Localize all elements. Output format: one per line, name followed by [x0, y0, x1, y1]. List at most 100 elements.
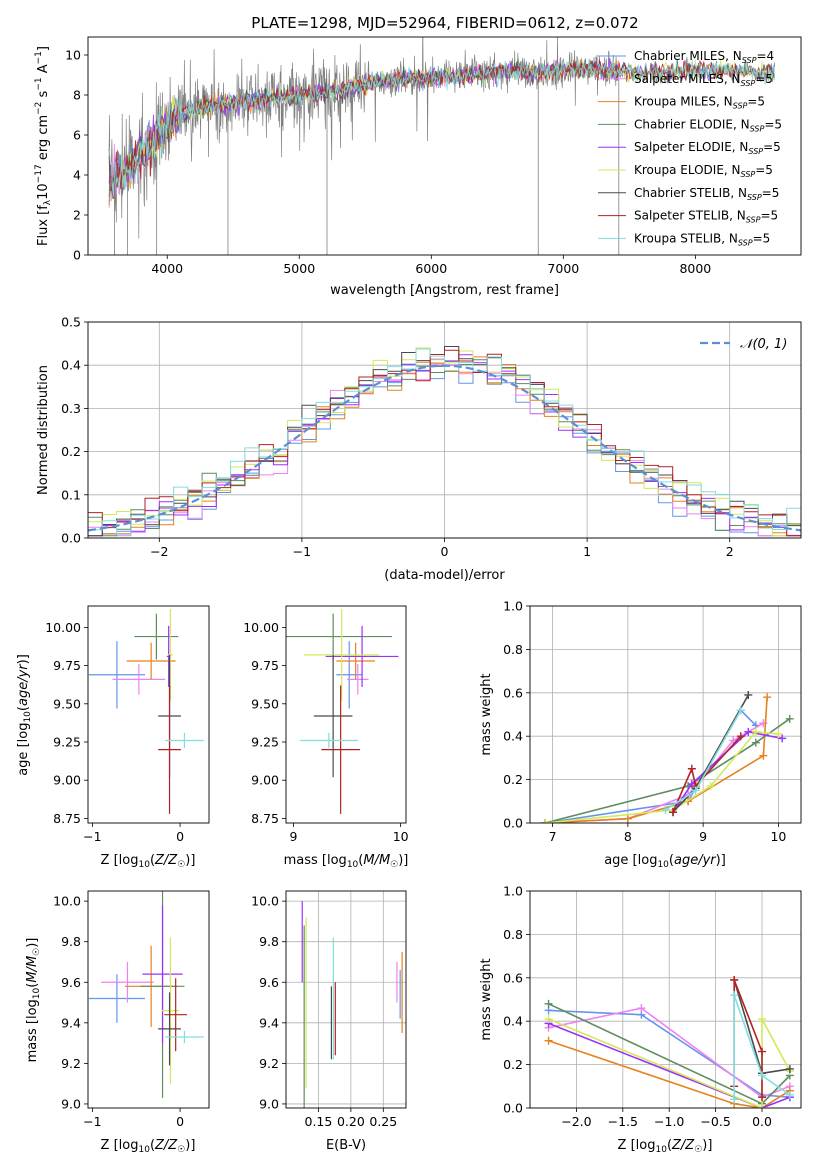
- y-tick-label: 1.0: [503, 884, 523, 899]
- x-tick-label: −0.5: [700, 1114, 730, 1129]
- weight-marker: [661, 805, 670, 814]
- errorbar-point: [158, 992, 181, 1066]
- mass-vs-EBV-panel: 0.15 0.20 0.25 9.0 9.2 9.4 9.6 9.8 10.0 E(B-V): [251, 890, 407, 1153]
- y-tick-label: 9.2: [259, 1056, 279, 1071]
- weight-marker: [744, 727, 753, 736]
- y-tick-label: 10.0: [251, 894, 279, 909]
- x-tick-label: 5000: [283, 261, 315, 276]
- x-tick-label: 10: [770, 829, 786, 844]
- errorbar-point: [165, 1030, 204, 1044]
- errorbar-point: [164, 978, 188, 1052]
- errorbar-plot-area: [88, 891, 204, 1098]
- y-tick-label: 0.6: [503, 685, 523, 700]
- x-tick-label: 0.25: [369, 1114, 397, 1129]
- y-tick-label: 0.4: [61, 358, 81, 373]
- errorbar-point: [101, 961, 154, 1003]
- weight-marker: [758, 1093, 767, 1102]
- y-tick-label: 9.0: [259, 1096, 279, 1111]
- y-tick-label: 9.4: [259, 1015, 279, 1030]
- x-axis-label: E(B-V): [326, 1138, 366, 1153]
- errorbar-point: [347, 664, 369, 695]
- x-axis-label: (data-model)/error: [384, 568, 505, 583]
- y-tick-label: 9.50: [53, 696, 81, 711]
- figure-title: PLATE=1298, MJD=52964, FIBERID=0612, z=0…: [251, 14, 638, 32]
- x-tick-label: 1: [583, 544, 591, 559]
- y-tick-label: 10.0: [53, 894, 81, 909]
- weight-marker: [544, 1015, 553, 1024]
- x-tick-label: −2: [150, 544, 168, 559]
- axes-frame: [87, 605, 210, 824]
- errorbar-point: [336, 642, 375, 680]
- y-tick-label: 9.6: [259, 975, 279, 990]
- histogram-plot-area: [88, 346, 801, 537]
- errorbar-point: [165, 732, 204, 749]
- weight-marker: [736, 706, 745, 715]
- x-axis-label: Z [log10(Z/Z☉)]: [101, 853, 196, 870]
- axes-frame: [87, 36, 802, 256]
- weight-marker: [758, 1071, 767, 1080]
- weight-marker: [730, 975, 739, 984]
- axes-frame: [285, 605, 407, 824]
- y-tick-label: 9.4: [61, 1015, 81, 1030]
- y-tick-label: 9.6: [61, 975, 81, 990]
- weight-series-line: [548, 1039, 791, 1108]
- weight-marker: [751, 727, 760, 736]
- y-tick-label: 4: [73, 168, 81, 183]
- weight-marker: [785, 1064, 794, 1073]
- spectrum-panel: 4000 5000 6000 7000 8000 0 2 4 6 8 10 Chabrier MILE…: [34, 36, 802, 298]
- weight-series-line: [545, 722, 764, 823]
- model-fit-line: [108, 60, 776, 192]
- legend-label: Kroupa STELIB, NSSP=5: [634, 231, 770, 247]
- axes-frame: [87, 321, 802, 539]
- weight-marker: [758, 1047, 767, 1056]
- errorbar-point: [142, 905, 183, 1044]
- mass-vs-Z-panel: −1 0 9.0 9.2 9.4 9.6 9.8 10.0 Z [log10(Z/Z☉)] mas…: [25, 890, 210, 1155]
- errorbar-point: [304, 609, 380, 701]
- x-tick-label: 7000: [547, 261, 579, 276]
- errorbar-point: [321, 685, 360, 814]
- weight-plot-area: [541, 690, 794, 823]
- y-axis-label: Flux [fλ10−17 erg cm−2 s−1 A−1]: [34, 46, 53, 246]
- residual-histogram-panel: −2 −1 0 1 2 0.0 0.1 0.2 0.3 0.4 0.5 𝒩(0, 1) (data-mo…: [36, 315, 802, 583]
- weight-marker: [751, 738, 760, 747]
- y-tick-label: 9.50: [251, 696, 279, 711]
- y-tick-label: 9.00: [53, 773, 81, 788]
- y-axis-label: mass [log10(M/M☉)]: [25, 938, 42, 1063]
- x-tick-label: 10: [393, 829, 409, 844]
- weight-marker: [544, 1036, 553, 1045]
- weight-series-line: [672, 735, 742, 813]
- x-axis-label: wavelength [Angstrom, rest frame]: [330, 283, 559, 298]
- y-tick-label: 0.1: [61, 487, 81, 502]
- y-tick-label: 0.0: [61, 531, 81, 546]
- weight-marker: [759, 751, 768, 760]
- x-tick-label: −1.5: [608, 1114, 638, 1129]
- weight-marker: [744, 690, 753, 699]
- observed-spectrum-line: [108, 37, 619, 239]
- legend-label: Salpeter ELODIE, NSSP=5: [634, 140, 781, 156]
- weight-series-line: [548, 1022, 791, 1108]
- y-tick-label: 9.75: [53, 658, 81, 673]
- x-tick-label: 0.0: [752, 1114, 772, 1129]
- y-tick-label: 2: [73, 208, 81, 223]
- weight-marker: [758, 1104, 767, 1108]
- weight-marker: [541, 819, 550, 823]
- y-axis-label: Normed distribution: [36, 365, 51, 495]
- errorbar-point: [299, 732, 358, 749]
- errorbar-point: [134, 613, 179, 660]
- y-tick-label: 9.25: [251, 735, 279, 750]
- y-tick-label: 9.75: [251, 658, 279, 673]
- weight-plot-area: [544, 975, 794, 1108]
- legend-label: Salpeter MILES, NSSP=5: [634, 72, 773, 88]
- y-tick-label: 0.5: [61, 315, 81, 330]
- x-tick-label: 0.15: [305, 1114, 333, 1129]
- weight-marker: [785, 714, 794, 723]
- x-axis-label: Z [log10(Z/Z☉)]: [101, 1138, 196, 1155]
- y-tick-label: 10: [65, 48, 81, 63]
- y-tick-label: 8.75: [251, 811, 279, 826]
- errorbar-plot-area: [286, 609, 399, 814]
- x-tick-label: 9: [699, 829, 707, 844]
- weight-marker: [691, 786, 700, 795]
- y-tick-label: 6: [73, 128, 81, 143]
- weight-marker: [736, 732, 745, 741]
